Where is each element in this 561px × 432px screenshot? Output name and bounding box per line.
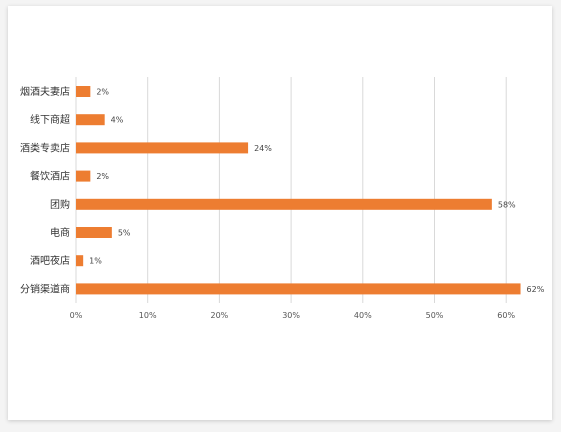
data-label: 24%: [254, 144, 272, 153]
bar-3: [76, 170, 91, 182]
bar-1: [76, 114, 105, 126]
bar-5: [76, 227, 112, 238]
category-label: 电商: [50, 226, 70, 239]
category-label: 分销渠道商: [20, 282, 70, 295]
bar-7: [76, 283, 521, 295]
category-label: 烟酒夫妻店: [20, 85, 70, 98]
x-tick-label: 50%: [426, 311, 444, 320]
bar-2: [76, 142, 249, 154]
x-tick-label: 0%: [70, 311, 83, 320]
data-label: 1%: [89, 257, 102, 266]
x-axis-tick-labels: 0% 10% 20% 30% 40% 50% 60%: [70, 311, 516, 320]
value-labels: 2% 4% 24% 2% 58% 5% 1% 62%: [89, 88, 545, 294]
bar-4: [76, 198, 492, 210]
data-label: 2%: [96, 172, 109, 181]
gridlines: [75, 77, 507, 303]
category-label: 线下商超: [30, 113, 70, 126]
category-label: 团购: [50, 198, 70, 211]
data-label: 5%: [118, 229, 131, 238]
bar-6: [76, 255, 84, 267]
x-tick-label: 10%: [139, 311, 157, 320]
data-label: 4%: [111, 116, 124, 125]
x-tick-label: 30%: [282, 311, 300, 320]
x-tick-label: 40%: [354, 311, 372, 320]
data-label: 58%: [498, 200, 516, 209]
category-label: 餐饮酒店: [30, 170, 70, 183]
bars: [76, 86, 521, 295]
x-tick-label: 60%: [497, 311, 515, 320]
category-label: 酒吧夜店: [30, 254, 70, 267]
bar-0: [76, 86, 91, 97]
data-label: 2%: [96, 88, 109, 97]
category-label: 酒类专卖店: [20, 141, 70, 154]
chart-card: [8, 6, 552, 420]
x-tick-label: 20%: [211, 311, 229, 320]
data-label: 62%: [527, 285, 545, 294]
